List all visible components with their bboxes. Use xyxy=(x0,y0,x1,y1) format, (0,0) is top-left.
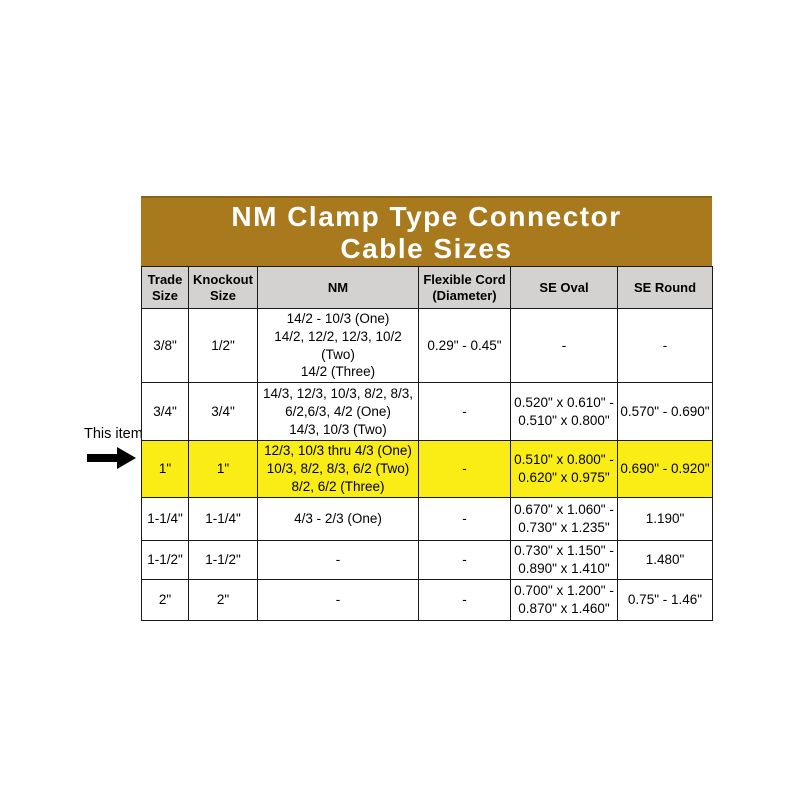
table-row-highlighted: 1" 1" 12/3, 10/3 thru 4/3 (One) 10/3, 8/… xyxy=(141,440,713,498)
cell-knockout-size: 1" xyxy=(188,440,258,498)
col-header-knockout-size: Knockout Size xyxy=(188,266,258,309)
title-line-1: NM Clamp Type Connector xyxy=(231,201,622,232)
cable-sizes-table: NM Clamp Type Connector Cable Sizes Trad… xyxy=(141,196,713,621)
cell-se-round: - xyxy=(617,307,713,384)
cell-flexible-cord: - xyxy=(418,578,511,621)
cell-nm: - xyxy=(257,539,419,580)
right-arrow-icon xyxy=(87,447,136,469)
cell-nm: 14/3, 12/3, 10/3, 8/2, 8/3, 6/2,6/3, 4/2… xyxy=(257,382,419,442)
cell-se-oval: - xyxy=(510,307,618,384)
table-row: 2" 2" - - 0.700" x 1.200" - 0.870" x 1.4… xyxy=(141,578,713,621)
cell-se-oval: 0.520" x 0.610" - 0.510" x 0.800" xyxy=(510,382,618,442)
cell-se-round: 1.480" xyxy=(617,539,713,580)
cell-trade-size: 1-1/2" xyxy=(141,539,189,580)
cell-flexible-cord: 0.29" - 0.45" xyxy=(418,307,511,384)
header-row: Trade Size Knockout Size NM Flexible Cor… xyxy=(141,266,713,309)
table-row: 3/4" 3/4" 14/3, 12/3, 10/3, 8/2, 8/3, 6/… xyxy=(141,382,713,442)
col-header-nm: NM xyxy=(257,266,419,309)
table-row: 1-1/4" 1-1/4" 4/3 - 2/3 (One) - 0.670" x… xyxy=(141,496,713,541)
cell-se-round: 0.570" - 0.690" xyxy=(617,382,713,442)
cell-se-round: 0.690" - 0.920" xyxy=(617,440,713,498)
cell-flexible-cord: - xyxy=(418,539,511,580)
cell-se-round: 1.190" xyxy=(617,496,713,541)
cell-trade-size: 1" xyxy=(141,440,189,498)
col-header-trade-size: Trade Size xyxy=(141,266,189,309)
col-header-se-oval: SE Oval xyxy=(510,266,618,309)
this-item-label: This item xyxy=(84,426,143,442)
cell-nm: 14/2 - 10/3 (One) 14/2, 12/2, 12/3, 10/2… xyxy=(257,307,419,384)
cell-nm: 12/3, 10/3 thru 4/3 (One) 10/3, 8/2, 8/3… xyxy=(257,440,419,498)
cell-knockout-size: 1/2" xyxy=(188,307,258,384)
cell-knockout-size: 2" xyxy=(188,578,258,621)
col-header-se-round: SE Round xyxy=(617,266,713,309)
cell-trade-size: 3/8" xyxy=(141,307,189,384)
cell-se-oval: 0.730" x 1.150" - 0.890" x 1.410" xyxy=(510,539,618,580)
cell-flexible-cord: - xyxy=(418,496,511,541)
spec-table: Trade Size Knockout Size NM Flexible Cor… xyxy=(141,266,713,621)
cell-se-oval: 0.510" x 0.800" - 0.620" x 0.975" xyxy=(510,440,618,498)
cell-trade-size: 3/4" xyxy=(141,382,189,442)
this-item-annotation: This item xyxy=(84,426,143,470)
title-line-2: Cable Sizes xyxy=(340,233,513,264)
cell-se-oval: 0.670" x 1.060" - 0.730" x 1.235" xyxy=(510,496,618,541)
cell-flexible-cord: - xyxy=(418,440,511,498)
cell-se-oval: 0.700" x 1.200" - 0.870" x 1.460" xyxy=(510,578,618,621)
cell-knockout-size: 1-1/4" xyxy=(188,496,258,541)
cell-knockout-size: 3/4" xyxy=(188,382,258,442)
table-row: 1-1/2" 1-1/2" - - 0.730" x 1.150" - 0.89… xyxy=(141,539,713,580)
table-title: NM Clamp Type Connector Cable Sizes xyxy=(141,196,712,266)
cell-nm: - xyxy=(257,578,419,621)
cell-knockout-size: 1-1/2" xyxy=(188,539,258,580)
col-header-flexible-cord: Flexible Cord (Diameter) xyxy=(418,266,511,309)
cell-trade-size: 2" xyxy=(141,578,189,621)
cell-se-round: 0.75" - 1.46" xyxy=(617,578,713,621)
cell-nm: 4/3 - 2/3 (One) xyxy=(257,496,419,541)
cell-trade-size: 1-1/4" xyxy=(141,496,189,541)
table-row: 3/8" 1/2" 14/2 - 10/3 (One) 14/2, 12/2, … xyxy=(141,307,713,384)
cell-flexible-cord: - xyxy=(418,382,511,442)
